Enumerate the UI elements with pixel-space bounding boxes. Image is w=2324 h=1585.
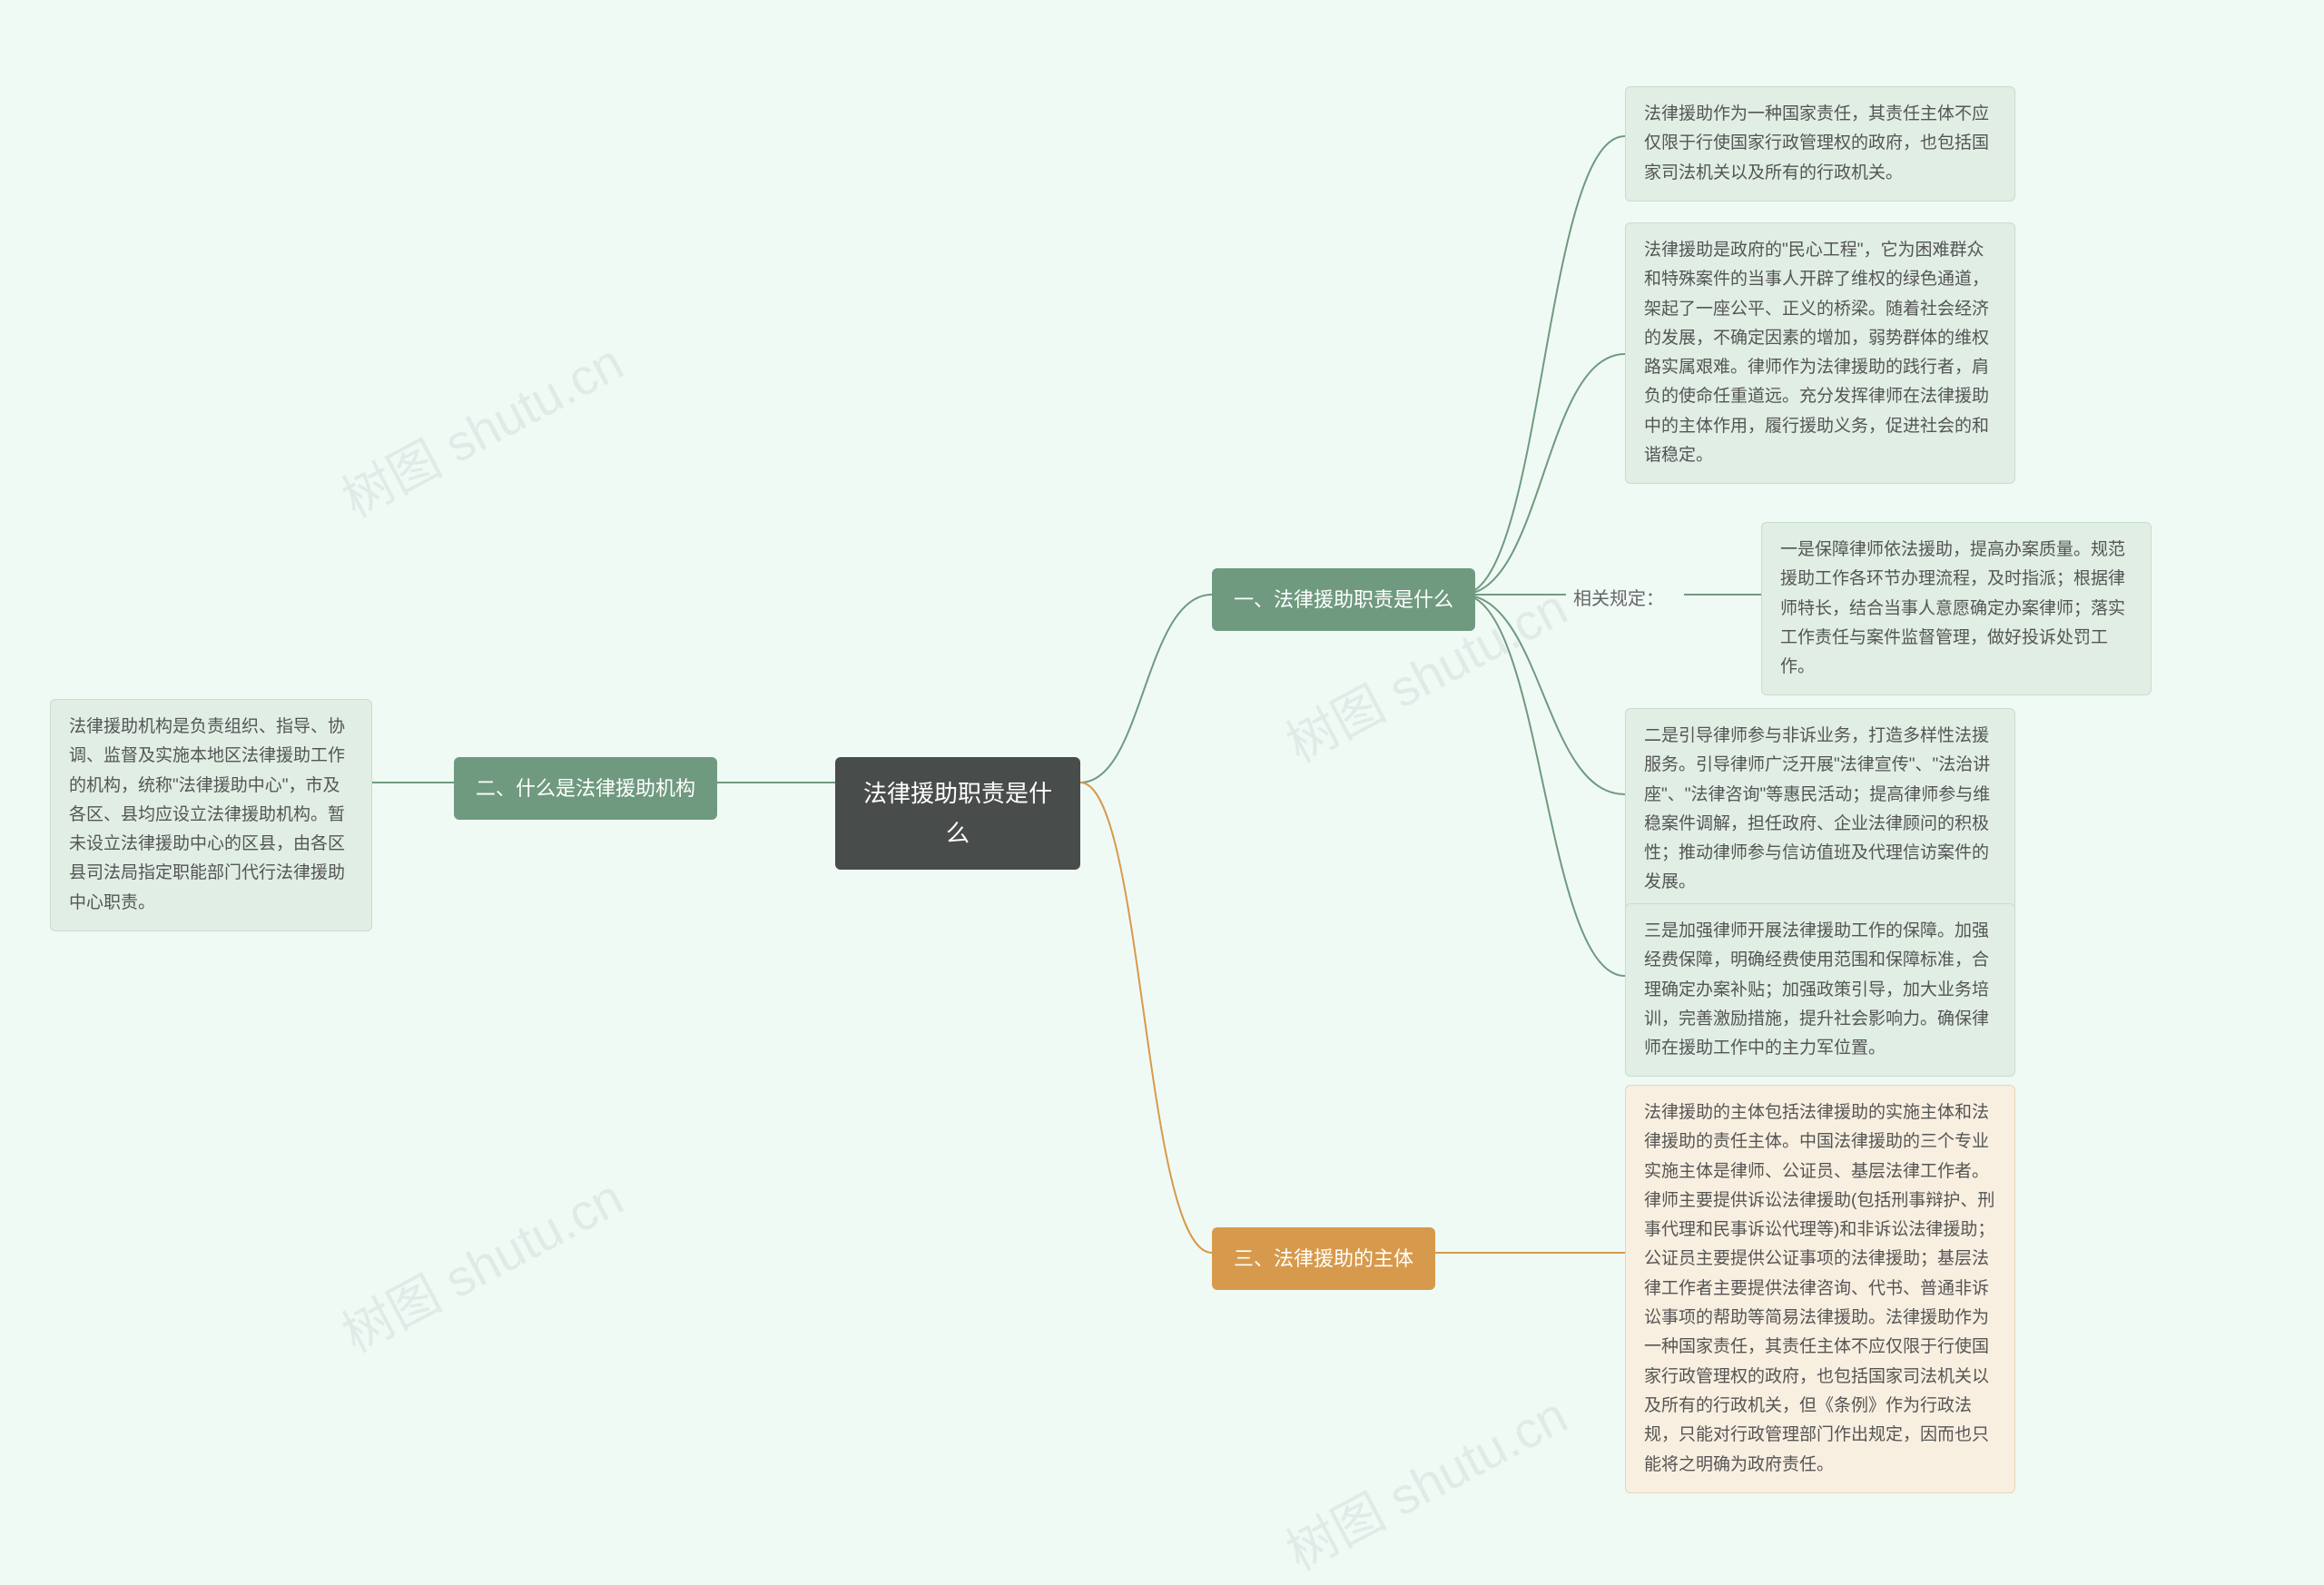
branch1-node[interactable]: 一、法律援助职责是什么	[1212, 568, 1475, 631]
branch3-node[interactable]: 三、法律援助的主体	[1212, 1227, 1435, 1290]
branch1-leaf1[interactable]: 法律援助作为一种国家责任，其责任主体不应仅限于行使国家行政管理权的政府，也包括国…	[1625, 86, 2015, 202]
branch1-sublabel: 相关规定：	[1566, 575, 1671, 624]
branch2-node[interactable]: 二、什么是法律援助机构	[454, 757, 717, 820]
watermark: 树图 shutu.cn	[328, 1157, 635, 1367]
branch3-leaf[interactable]: 法律援助的主体包括法律援助的实施主体和法律援助的责任主体。中国法律援助的三个专业…	[1625, 1085, 2015, 1493]
branch1-leaf5[interactable]: 三是加强律师开展法律援助工作的保障。加强经费保障，明确经费使用范围和保障标准，合…	[1625, 903, 2015, 1077]
branch1-leaf3[interactable]: 一是保障律师依法援助，提高办案质量。规范援助工作各环节办理流程，及时指派；根据律…	[1761, 522, 2152, 695]
watermark: 树图 shutu.cn	[1272, 1375, 1579, 1585]
watermark: 树图 shutu.cn	[328, 322, 635, 532]
root-node[interactable]: 法律援助职责是什么	[835, 757, 1080, 870]
mindmap-canvas: 法律援助职责是什么 一、法律援助职责是什么 法律援助作为一种国家责任，其责任主体…	[0, 0, 2324, 1566]
branch1-leaf4[interactable]: 二是引导律师参与非诉业务，打造多样性法援服务。引导律师广泛开展"法律宣传"、"法…	[1625, 708, 2015, 911]
branch1-leaf2[interactable]: 法律援助是政府的"民心工程"，它为困难群众和特殊案件的当事人开辟了维权的绿色通道…	[1625, 222, 2015, 484]
branch2-leaf[interactable]: 法律援助机构是负责组织、指导、协调、监督及实施本地区法律援助工作的机构，统称"法…	[50, 699, 372, 931]
